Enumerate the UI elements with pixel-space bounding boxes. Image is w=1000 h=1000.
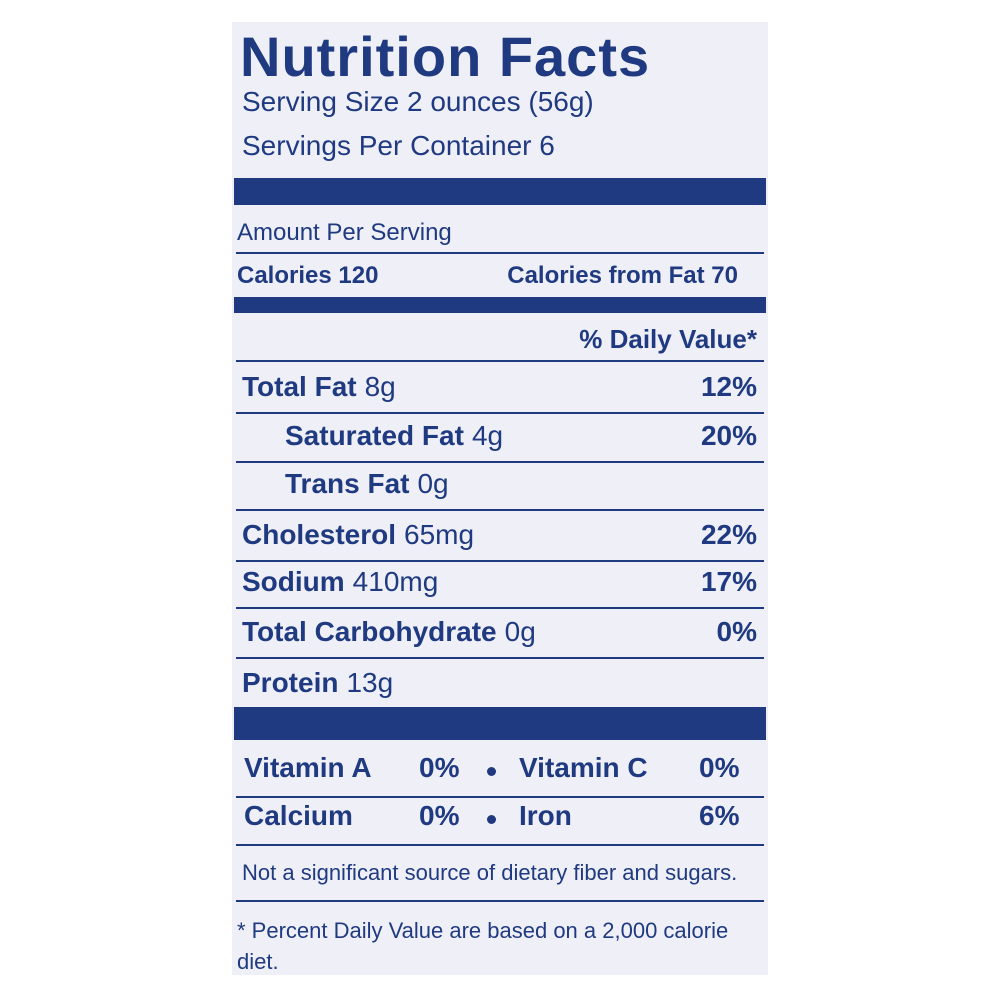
nutrient-amount: 410mg bbox=[352, 566, 439, 597]
footnote: * Percent Daily Value are based on a 2,0… bbox=[237, 918, 729, 974]
vitamin-dv: 0% bbox=[419, 800, 460, 831]
rule bbox=[236, 657, 764, 659]
daily-value-header: % Daily Value* bbox=[579, 324, 757, 354]
rule bbox=[236, 560, 764, 562]
nutrient-name: Saturated Fat bbox=[285, 420, 464, 451]
calories: Calories 120 bbox=[237, 262, 379, 289]
thick-bar bbox=[234, 178, 766, 205]
vitamin-name: Vitamin A bbox=[244, 752, 372, 783]
nutrient-row: Total Carbohydrate 0g 0% bbox=[242, 613, 757, 651]
nutrient-name: Total Fat bbox=[242, 371, 357, 402]
rule bbox=[236, 509, 764, 511]
nutrient-amount: 13g bbox=[346, 667, 394, 698]
daily-value: 0% bbox=[716, 616, 757, 647]
nutrient-row: Trans Fat 0g bbox=[285, 465, 757, 503]
nutrient-name: Trans Fat bbox=[285, 468, 410, 499]
footnote: Not a significant source of dietary fibe… bbox=[242, 860, 738, 885]
vitamin-dv: 6% bbox=[699, 800, 740, 831]
servings-per-container: Servings Per Container 6 bbox=[242, 130, 555, 161]
nutrient-name: Total Carbohydrate bbox=[242, 616, 497, 647]
vitamin-dv: 0% bbox=[699, 752, 740, 783]
amount-per-serving: Amount Per Serving bbox=[237, 219, 452, 246]
title: Nutrition Facts bbox=[240, 25, 651, 88]
rule bbox=[236, 360, 764, 362]
nutrient-row: Cholesterol 65mg 22% bbox=[242, 516, 757, 554]
rule bbox=[236, 607, 764, 609]
vitamin-row: Vitamin A 0% Vitamin C 0% bbox=[244, 752, 752, 790]
serving-size: Serving Size 2 ounces (56g) bbox=[242, 86, 594, 117]
daily-value: 17% bbox=[700, 566, 757, 597]
nutrient-amount: 4g bbox=[471, 420, 504, 451]
calories-from-fat: Calories from Fat 70 bbox=[507, 262, 738, 289]
rule bbox=[236, 900, 764, 902]
nutrient-row: Sodium 410mg 17% bbox=[242, 563, 757, 601]
vitamin-row: Calcium 0% Iron 6% bbox=[244, 800, 752, 838]
rule bbox=[236, 252, 764, 254]
nutrient-row: Protein 13g bbox=[242, 664, 757, 702]
nutrient-row: Total Fat 8g 12% bbox=[242, 368, 757, 406]
nutrient-row: Saturated Fat 4g 20% bbox=[285, 417, 757, 455]
nutrient-amount: 0g bbox=[504, 616, 536, 647]
nutrient-name: Protein bbox=[242, 667, 339, 698]
nutrition-label: Nutrition Facts Serving Size 2 ounces (5… bbox=[232, 22, 768, 975]
nutrient-name: Cholesterol bbox=[242, 519, 397, 550]
daily-value: 20% bbox=[700, 420, 757, 451]
vitamin-name: Vitamin C bbox=[519, 752, 648, 783]
bullet bbox=[487, 767, 496, 776]
thick-bar bbox=[234, 707, 766, 740]
bullet bbox=[487, 815, 496, 824]
daily-value: 22% bbox=[700, 519, 757, 550]
rule bbox=[236, 796, 764, 798]
vitamin-name: Calcium bbox=[244, 800, 353, 831]
nutrient-amount: 8g bbox=[364, 371, 396, 402]
nutrient-name: Sodium bbox=[242, 566, 345, 597]
daily-value: 12% bbox=[700, 371, 757, 402]
vitamin-name: Iron bbox=[519, 800, 572, 831]
nutrient-amount: 0g bbox=[417, 468, 449, 499]
nutrient-amount: 65mg bbox=[404, 519, 475, 550]
rule bbox=[236, 461, 764, 463]
rule bbox=[236, 412, 764, 414]
thick-bar bbox=[234, 297, 766, 313]
vitamin-dv: 0% bbox=[419, 752, 460, 783]
rule bbox=[236, 844, 764, 846]
